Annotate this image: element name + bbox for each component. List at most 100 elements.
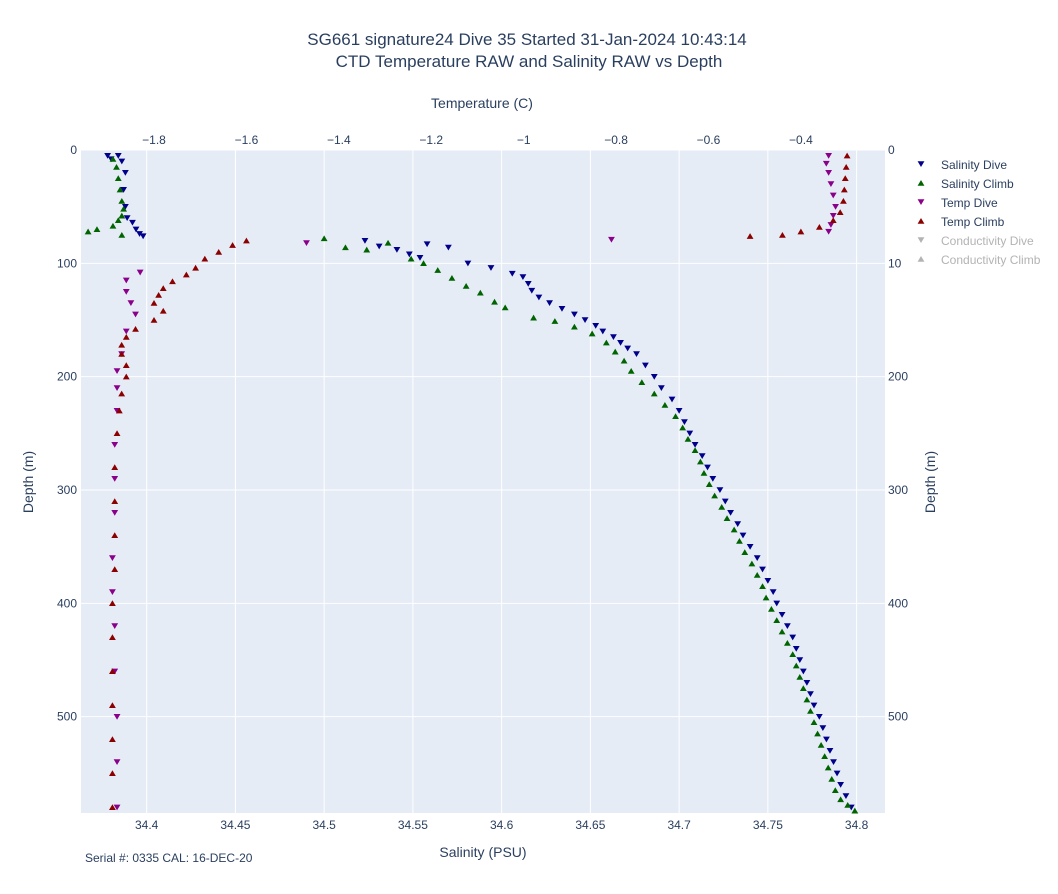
y-left-tick-label: 300	[57, 483, 77, 497]
data-point	[201, 255, 209, 262]
data-point	[118, 197, 126, 204]
data-point	[633, 351, 640, 358]
x-bottom-tick-label: 34.65	[575, 818, 605, 832]
data-point	[711, 492, 719, 499]
data-point	[229, 242, 236, 248]
data-point	[741, 549, 749, 556]
data-point	[588, 330, 596, 337]
legend-label: Conductivity Climb	[941, 253, 1041, 267]
data-point	[650, 373, 658, 380]
data-point	[769, 589, 777, 596]
series-temp-climb	[109, 152, 851, 811]
legend-item-conductivity-dive[interactable]: Conductivity Dive	[917, 234, 1034, 248]
y-left-tick-label: 200	[57, 370, 77, 384]
x-bottom-tick-label: 34.4	[135, 818, 159, 832]
data-point	[113, 385, 121, 392]
data-marks	[84, 152, 859, 814]
data-point	[111, 509, 119, 516]
legend-item-conductivity-climb[interactable]: Conductivity Climb	[917, 253, 1041, 267]
data-point	[779, 231, 786, 238]
data-point	[821, 753, 829, 760]
data-point	[641, 362, 649, 369]
data-point	[837, 781, 845, 788]
data-point	[476, 289, 484, 296]
legend-item-salinity-climb[interactable]: Salinity Climb	[917, 177, 1014, 191]
legend-item-salinity-dive[interactable]: Salinity Dive	[917, 158, 1008, 172]
data-point	[832, 203, 839, 210]
data-point	[361, 237, 369, 244]
top-axis-label: Temperature (C)	[431, 95, 533, 111]
legend: Salinity Dive Salinity Climb Temp Dive Temp…	[917, 158, 1041, 267]
data-point	[113, 430, 121, 437]
legend-item-temp-dive[interactable]: Temp Dive	[917, 196, 998, 210]
data-point	[691, 447, 699, 454]
plot-area[interactable]	[81, 150, 885, 813]
data-point	[716, 487, 724, 494]
legend-label: Temp Dive	[941, 196, 998, 210]
data-point	[796, 673, 804, 680]
data-point	[705, 481, 713, 488]
data-point	[627, 367, 635, 374]
y-right-tick-label: 400	[888, 596, 908, 610]
data-point	[122, 373, 130, 380]
data-point	[734, 521, 742, 528]
data-point	[827, 181, 835, 188]
data-point	[762, 594, 770, 601]
data-point	[169, 278, 176, 285]
data-point	[416, 254, 424, 261]
data-point	[104, 152, 112, 159]
data-point	[650, 390, 658, 397]
data-point	[120, 186, 127, 193]
data-point	[122, 362, 130, 369]
data-point	[581, 317, 589, 324]
data-point	[114, 175, 122, 182]
data-point	[111, 441, 119, 448]
data-point	[113, 804, 121, 811]
data-point	[123, 215, 131, 222]
data-point	[127, 300, 135, 307]
data-point	[814, 730, 821, 737]
data-point	[109, 589, 116, 596]
grid-lines	[81, 149, 885, 813]
data-point	[122, 328, 130, 335]
data-point	[571, 311, 578, 318]
data-point	[118, 341, 126, 348]
data-point	[815, 713, 823, 720]
data-point	[111, 464, 119, 471]
data-point	[111, 623, 119, 630]
data-point	[109, 736, 116, 743]
data-point	[122, 288, 130, 295]
x-bottom-tick-label: 34.5	[312, 818, 336, 832]
data-point	[829, 192, 837, 199]
data-point	[796, 657, 804, 664]
data-point	[118, 390, 126, 397]
data-point	[842, 793, 850, 800]
data-point	[831, 787, 839, 794]
data-point	[723, 515, 731, 522]
legend-item-temp-climb[interactable]: Temp Climb	[917, 215, 1005, 229]
data-point	[843, 152, 851, 159]
data-point	[736, 537, 743, 544]
legend-label: Conductivity Dive	[941, 234, 1034, 248]
data-point	[817, 741, 825, 748]
data-point	[698, 453, 706, 460]
data-point	[746, 233, 754, 239]
data-point	[611, 348, 619, 355]
tick-labels: 34.4 34.45 34.5 34.55 34.6 34.65 34.7 34.75 34.8…	[57, 133, 908, 832]
left-axis-label: Depth (m)	[20, 451, 36, 513]
y-right-tick-label: 10	[888, 256, 902, 270]
y-right-tick-label: 500	[888, 710, 908, 724]
data-point	[192, 264, 199, 271]
data-point	[111, 475, 119, 482]
data-point	[111, 566, 119, 573]
legend-marker	[917, 199, 925, 206]
data-point	[684, 435, 692, 442]
data-point	[704, 464, 711, 471]
legend-label: Salinity Climb	[941, 177, 1014, 191]
legend-marker	[917, 161, 925, 168]
data-point	[109, 555, 116, 562]
data-point	[528, 287, 536, 294]
data-point	[810, 702, 818, 709]
data-point	[718, 503, 726, 510]
data-point	[114, 217, 122, 223]
